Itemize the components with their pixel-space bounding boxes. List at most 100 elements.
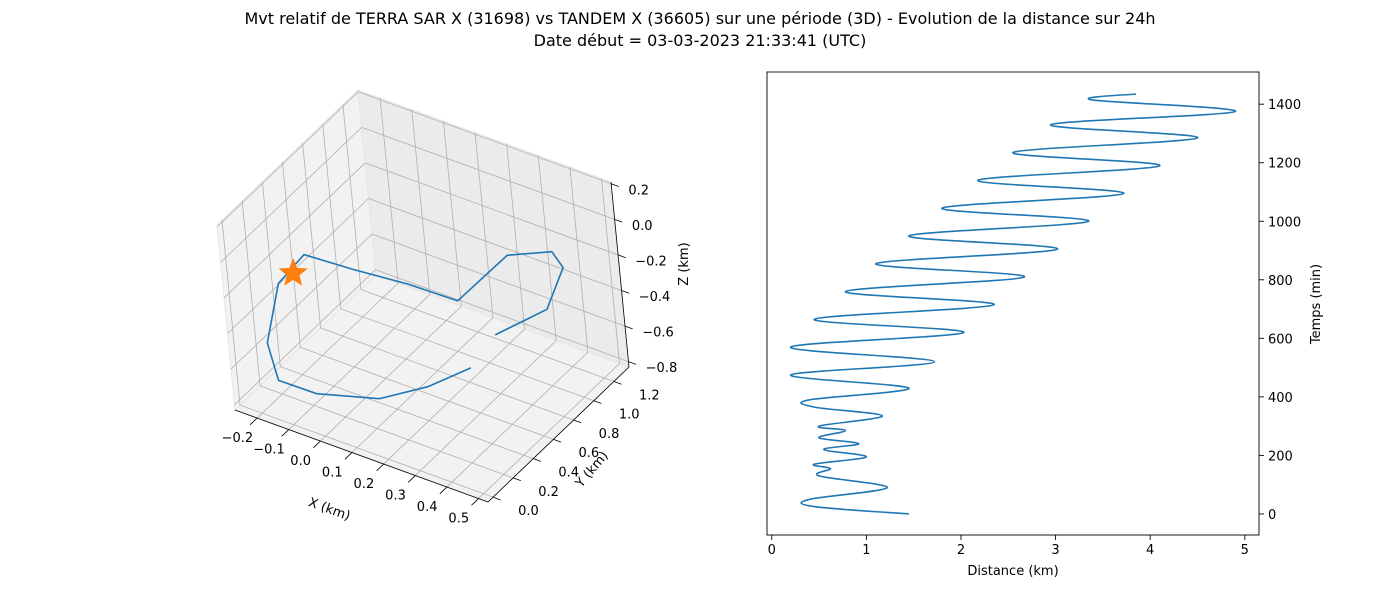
y-grid-left: [342, 104, 362, 290]
z-grid-left: [227, 198, 369, 334]
y-tick-label: 1.0: [619, 408, 640, 423]
x-tick-mark: [344, 452, 353, 460]
x-tick-label: 1: [862, 543, 870, 558]
z-grid-left: [220, 127, 362, 263]
y-tick-label: 0: [1268, 508, 1276, 523]
z-grid-left: [234, 269, 376, 405]
x-grid-back: [601, 178, 620, 364]
x-tick-label: 2: [957, 543, 965, 558]
y-grid-floor: [340, 308, 594, 402]
y-tick-label: 0.8: [599, 427, 620, 442]
x-tick-mark: [471, 498, 479, 506]
z-tick-mark: [614, 218, 623, 223]
x-tick-label: 0.5: [448, 511, 469, 526]
x-grid-floor: [383, 328, 525, 465]
x-tick-mark: [249, 417, 258, 426]
y-grid-floor: [320, 327, 574, 421]
x-tick-label: 3: [1051, 543, 1059, 558]
z-tick-mark: [617, 254, 626, 259]
y-tick-label: 1200: [1268, 157, 1301, 172]
x-grid-back: [379, 98, 399, 284]
y-grid-left: [221, 220, 241, 406]
x-tick-label: 0.0: [290, 454, 311, 469]
x-tick-label: 0.1: [322, 465, 343, 480]
plot-3d-panel: −0.2−0.10.00.10.20.30.40.5 0.00.20.40.60.…: [216, 88, 692, 526]
x-grid-floor: [414, 340, 557, 476]
y-grid-left: [261, 181, 281, 367]
z-grid-left: [230, 233, 373, 370]
z-grid-back: [358, 91, 612, 185]
y-grid-floor: [360, 289, 615, 382]
y-tick-mark: [573, 419, 582, 424]
x-tick-mark: [407, 475, 416, 483]
y-tick-mark: [553, 438, 562, 443]
x-axis-label: X (km): [306, 495, 352, 524]
y-grid-left: [302, 142, 322, 329]
y-tick-label: 1000: [1268, 215, 1301, 230]
z-tick-label: 0.0: [632, 219, 653, 234]
x-axis-line: [234, 409, 489, 503]
y-grid-floor: [239, 404, 494, 498]
x-tick-label: −0.1: [253, 442, 285, 457]
plot-frame: [766, 71, 1260, 536]
y-tick-label: 800: [1268, 274, 1293, 289]
x-tick-mark: [313, 440, 321, 449]
x-tick-mark: [439, 486, 448, 495]
y-tick-label: 1400: [1268, 98, 1301, 113]
y-tick-label: 400: [1268, 391, 1293, 406]
z-grid-back: [361, 126, 615, 220]
y-grid-floor: [300, 346, 554, 440]
x-tick-label: 0.3: [385, 488, 406, 503]
x-tick-label: 0.4: [417, 500, 438, 515]
x-axis-label: Distance (km): [967, 564, 1058, 579]
x-grid-floor: [351, 317, 494, 453]
y-tick-label: 200: [1268, 449, 1293, 464]
x-grid-floor: [288, 294, 431, 430]
x-tick-label: 0.2: [354, 477, 375, 492]
distance-curve: [789, 93, 1237, 515]
y-grid-floor: [280, 366, 534, 459]
y-tick-mark: [492, 496, 501, 501]
plot-2d-panel: 0 1 2 3 4 5 0 200 400 600 800 1000 1200 1400 Distance …: [766, 71, 1324, 579]
x-tick-mark: [281, 429, 290, 437]
y-axis-label: Temps (min): [1309, 264, 1324, 345]
x-grid-floor: [478, 363, 620, 499]
y-tick-label: 0.4: [558, 465, 579, 480]
x-tick-label: 0: [768, 543, 776, 558]
z-grid-left: [216, 91, 359, 228]
chart-title-block: Mvt relatif de TERRA SAR X (31698) vs TA…: [0, 8, 1400, 52]
z-tick-mark: [628, 361, 637, 365]
y-tick-label: 1.2: [639, 388, 660, 403]
y-tick-label: 0.0: [518, 504, 539, 519]
y-grid-floor: [260, 385, 514, 479]
z-tick-mark: [621, 290, 630, 294]
x-grid-floor: [446, 351, 589, 488]
y-tick-label: 0.2: [538, 485, 559, 500]
y-tick-mark: [513, 477, 521, 482]
x-grid-back: [411, 109, 431, 295]
z-tick-label: −0.8: [646, 361, 678, 376]
z-tick-mark: [611, 183, 619, 187]
trajectory-line: [266, 250, 564, 400]
start-star-marker: [278, 257, 308, 286]
z-grid-back: [364, 162, 619, 256]
x-tick-mark: [376, 463, 384, 472]
y-tick-mark: [593, 400, 602, 404]
x-tick-label: −0.2: [222, 431, 254, 446]
z-tick-mark: [624, 325, 633, 330]
x-tick-label: 4: [1146, 543, 1154, 558]
z-tick-label: −0.4: [639, 290, 671, 305]
x-grid-back: [569, 167, 589, 353]
y-axis-line: [487, 366, 630, 503]
z-tick-label: 0.2: [628, 183, 649, 198]
y-tick-label: 600: [1268, 332, 1293, 347]
y-tick-mark: [613, 381, 622, 385]
x-grid-floor: [320, 305, 462, 442]
z-tick-label: −0.2: [635, 254, 667, 269]
x-tick-label: 5: [1241, 543, 1249, 558]
z-grid-left: [223, 162, 366, 299]
x-grid-back: [442, 121, 462, 307]
z-axis-line: [610, 181, 630, 368]
x-grid-back: [537, 155, 557, 341]
